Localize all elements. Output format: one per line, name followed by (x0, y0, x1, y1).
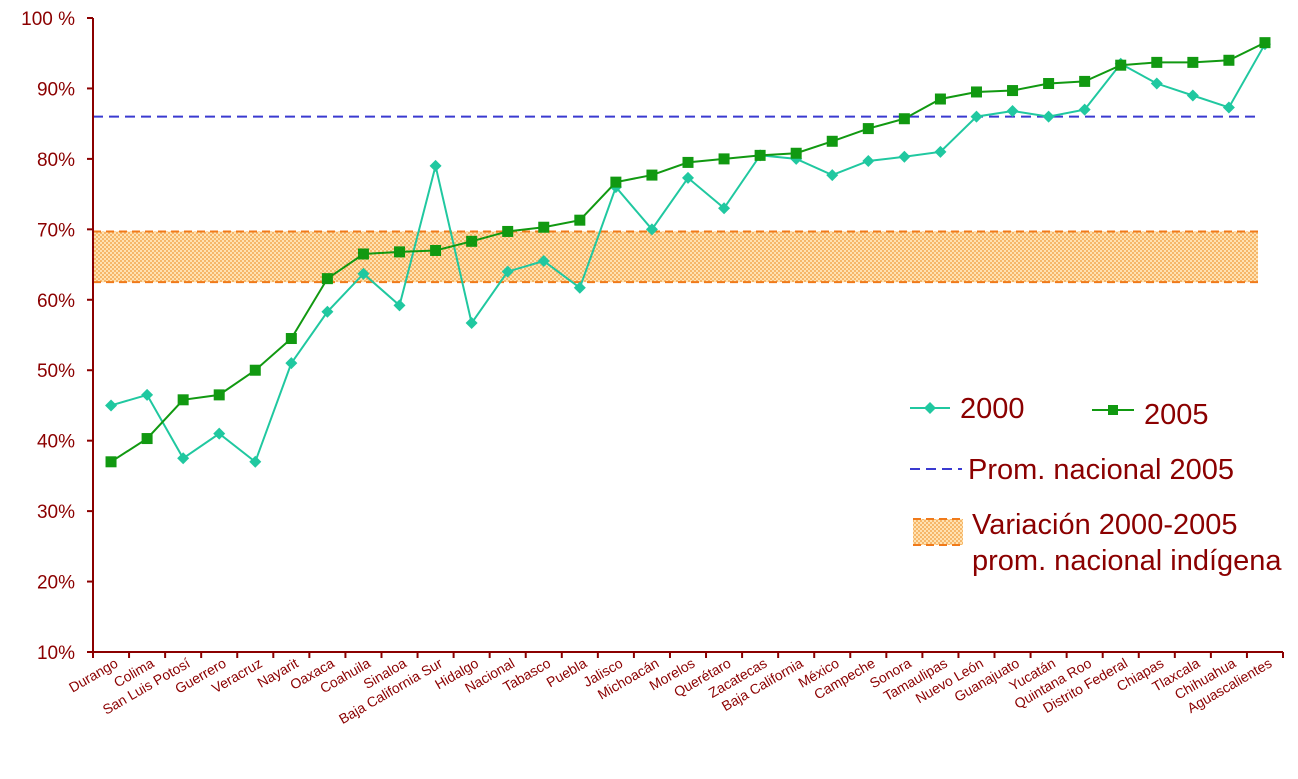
legend-item-2005: 2005 (1092, 399, 1209, 431)
data-point-2000 (537, 255, 550, 268)
legend-2000-label: 2000 (960, 393, 1025, 425)
data-point-2005 (285, 333, 297, 345)
y-tick-label: 90% (37, 79, 75, 100)
data-point-2005 (1259, 37, 1271, 49)
legend: 2000 2005 Prom. nacional 2005 Variación … (910, 393, 1282, 577)
y-tick-label: 50% (37, 361, 75, 382)
data-point-2005 (826, 135, 838, 147)
variation-band (93, 231, 1258, 283)
data-point-2005 (141, 433, 153, 445)
y-tick-label: 70% (37, 220, 75, 241)
data-point-2005 (610, 176, 622, 188)
data-point-2005 (1079, 75, 1091, 87)
y-tick-label: 10% (37, 643, 75, 664)
legend-band-label-line1: Variación 2000-2005 (972, 509, 1238, 541)
legend-band-swatch (913, 519, 963, 545)
data-point-2000 (645, 223, 658, 236)
data-point-2005 (970, 86, 982, 98)
data-point-2000 (249, 455, 262, 468)
legend-reference-label: Prom. nacional 2005 (968, 454, 1234, 486)
y-tick-label: 80% (37, 150, 75, 171)
data-point-2000 (285, 357, 298, 370)
data-point-2005 (1115, 59, 1127, 71)
legend-2005-marker-icon (1108, 405, 1118, 415)
data-point-2005 (321, 273, 333, 285)
data-point-2005 (213, 389, 225, 401)
data-point-2000 (898, 150, 911, 163)
data-point-2000 (862, 155, 875, 168)
data-point-2005 (574, 214, 586, 226)
data-point-2005 (1151, 56, 1163, 68)
y-tick-label: 30% (37, 502, 75, 523)
data-point-2005 (646, 169, 658, 181)
data-point-2000 (826, 169, 839, 182)
data-point-2005 (934, 93, 946, 105)
data-point-2000 (321, 305, 334, 318)
data-point-2000 (177, 452, 190, 465)
legend-2000-marker-icon (924, 402, 936, 414)
data-point-2000 (393, 299, 406, 312)
data-point-2005 (466, 235, 478, 247)
series-2000 (105, 38, 1271, 468)
data-point-2005 (898, 113, 910, 125)
data-point-2005 (682, 156, 694, 168)
data-point-2005 (1223, 54, 1235, 66)
data-point-2005 (538, 221, 550, 233)
band-layer (93, 230, 1258, 284)
data-point-2005 (790, 147, 802, 159)
data-point-2000 (105, 399, 118, 412)
data-point-2005 (249, 364, 261, 376)
data-point-2000 (718, 202, 731, 215)
data-point-2000 (1006, 104, 1019, 117)
legend-item-2000: 2000 (910, 393, 1025, 425)
data-point-2005 (430, 244, 442, 256)
data-point-2005 (177, 394, 189, 406)
series-layer (105, 37, 1271, 468)
data-point-2000 (1042, 110, 1055, 123)
data-point-2005 (862, 123, 874, 135)
y-tick-label: 60% (37, 291, 75, 312)
data-point-2000 (465, 317, 478, 330)
legend-band-label-line2: prom. nacional indígena (972, 545, 1282, 577)
data-point-2005 (357, 248, 369, 260)
data-point-2000 (1078, 103, 1091, 116)
y-tick-label: 40% (37, 432, 75, 453)
x-tick-label: Puebla (544, 655, 590, 691)
data-point-2005 (1007, 85, 1019, 97)
legend-item-reference: Prom. nacional 2005 (910, 454, 1234, 486)
data-point-2000 (682, 171, 694, 184)
data-point-2000 (1222, 101, 1235, 114)
data-point-2000 (573, 281, 586, 294)
data-point-2000 (213, 427, 226, 440)
legend-2005-label: 2005 (1144, 399, 1209, 431)
data-point-2005 (754, 149, 766, 161)
y-tick-label: 20% (37, 573, 75, 594)
series-2005 (105, 37, 1271, 468)
legend-item-band: Variación 2000-2005 prom. nacional indíg… (913, 509, 1282, 577)
data-point-2000 (1186, 89, 1199, 102)
data-point-2005 (1043, 78, 1055, 90)
y-axis: 10% 20% 30% 40% 50% 60% 70% 80% 90% 100 % (21, 9, 94, 664)
data-point-2000 (1150, 77, 1163, 90)
data-point-2005 (718, 153, 730, 165)
data-point-2005 (1187, 56, 1199, 68)
y-tick-label: 100 % (21, 9, 75, 30)
data-point-2000 (970, 110, 983, 123)
data-point-2000 (501, 265, 514, 278)
data-point-2000 (357, 267, 370, 280)
data-point-2005 (502, 225, 514, 237)
data-point-2005 (105, 456, 117, 468)
data-point-2005 (394, 246, 406, 258)
data-point-2000 (141, 388, 154, 401)
data-point-2000 (429, 159, 442, 172)
data-point-2000 (934, 145, 947, 158)
